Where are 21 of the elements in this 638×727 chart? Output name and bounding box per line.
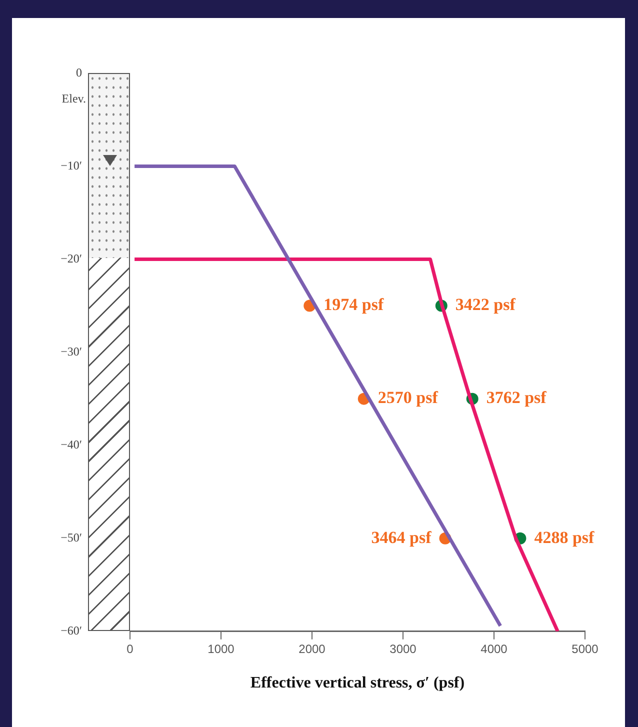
- annotation: 3762 psf: [486, 388, 547, 408]
- y-tick-label: −60′: [60, 624, 82, 638]
- x-tick-label: 5000: [572, 642, 599, 656]
- y-tick-label: −20′: [60, 251, 82, 266]
- x-axis-title: Effective vertical stress, σ′ (psf): [250, 674, 465, 692]
- x-tick-label: 4000: [480, 642, 508, 656]
- x-tick-label: 3000: [390, 642, 417, 656]
- y-tick-label: −30′: [60, 344, 82, 358]
- y-tick-label: −40′: [60, 437, 82, 452]
- x-tick-label: 2000: [298, 642, 326, 656]
- annotation: 2570 psf: [378, 388, 438, 408]
- annotation: 3422 psf: [455, 295, 516, 314]
- y-tick-label: −10′: [60, 158, 82, 172]
- annotation: 3464 psf: [371, 528, 432, 547]
- y-tick-label: −50′: [60, 530, 82, 545]
- x-tick-label: 0: [126, 642, 134, 656]
- y-tick-label: 0: [76, 65, 82, 80]
- annotation: 1974 psf: [324, 295, 384, 314]
- x-tick-label: 1000: [208, 642, 235, 656]
- annotation: 4288 psf: [534, 528, 595, 547]
- y-axis-title: Elev.: [62, 91, 86, 106]
